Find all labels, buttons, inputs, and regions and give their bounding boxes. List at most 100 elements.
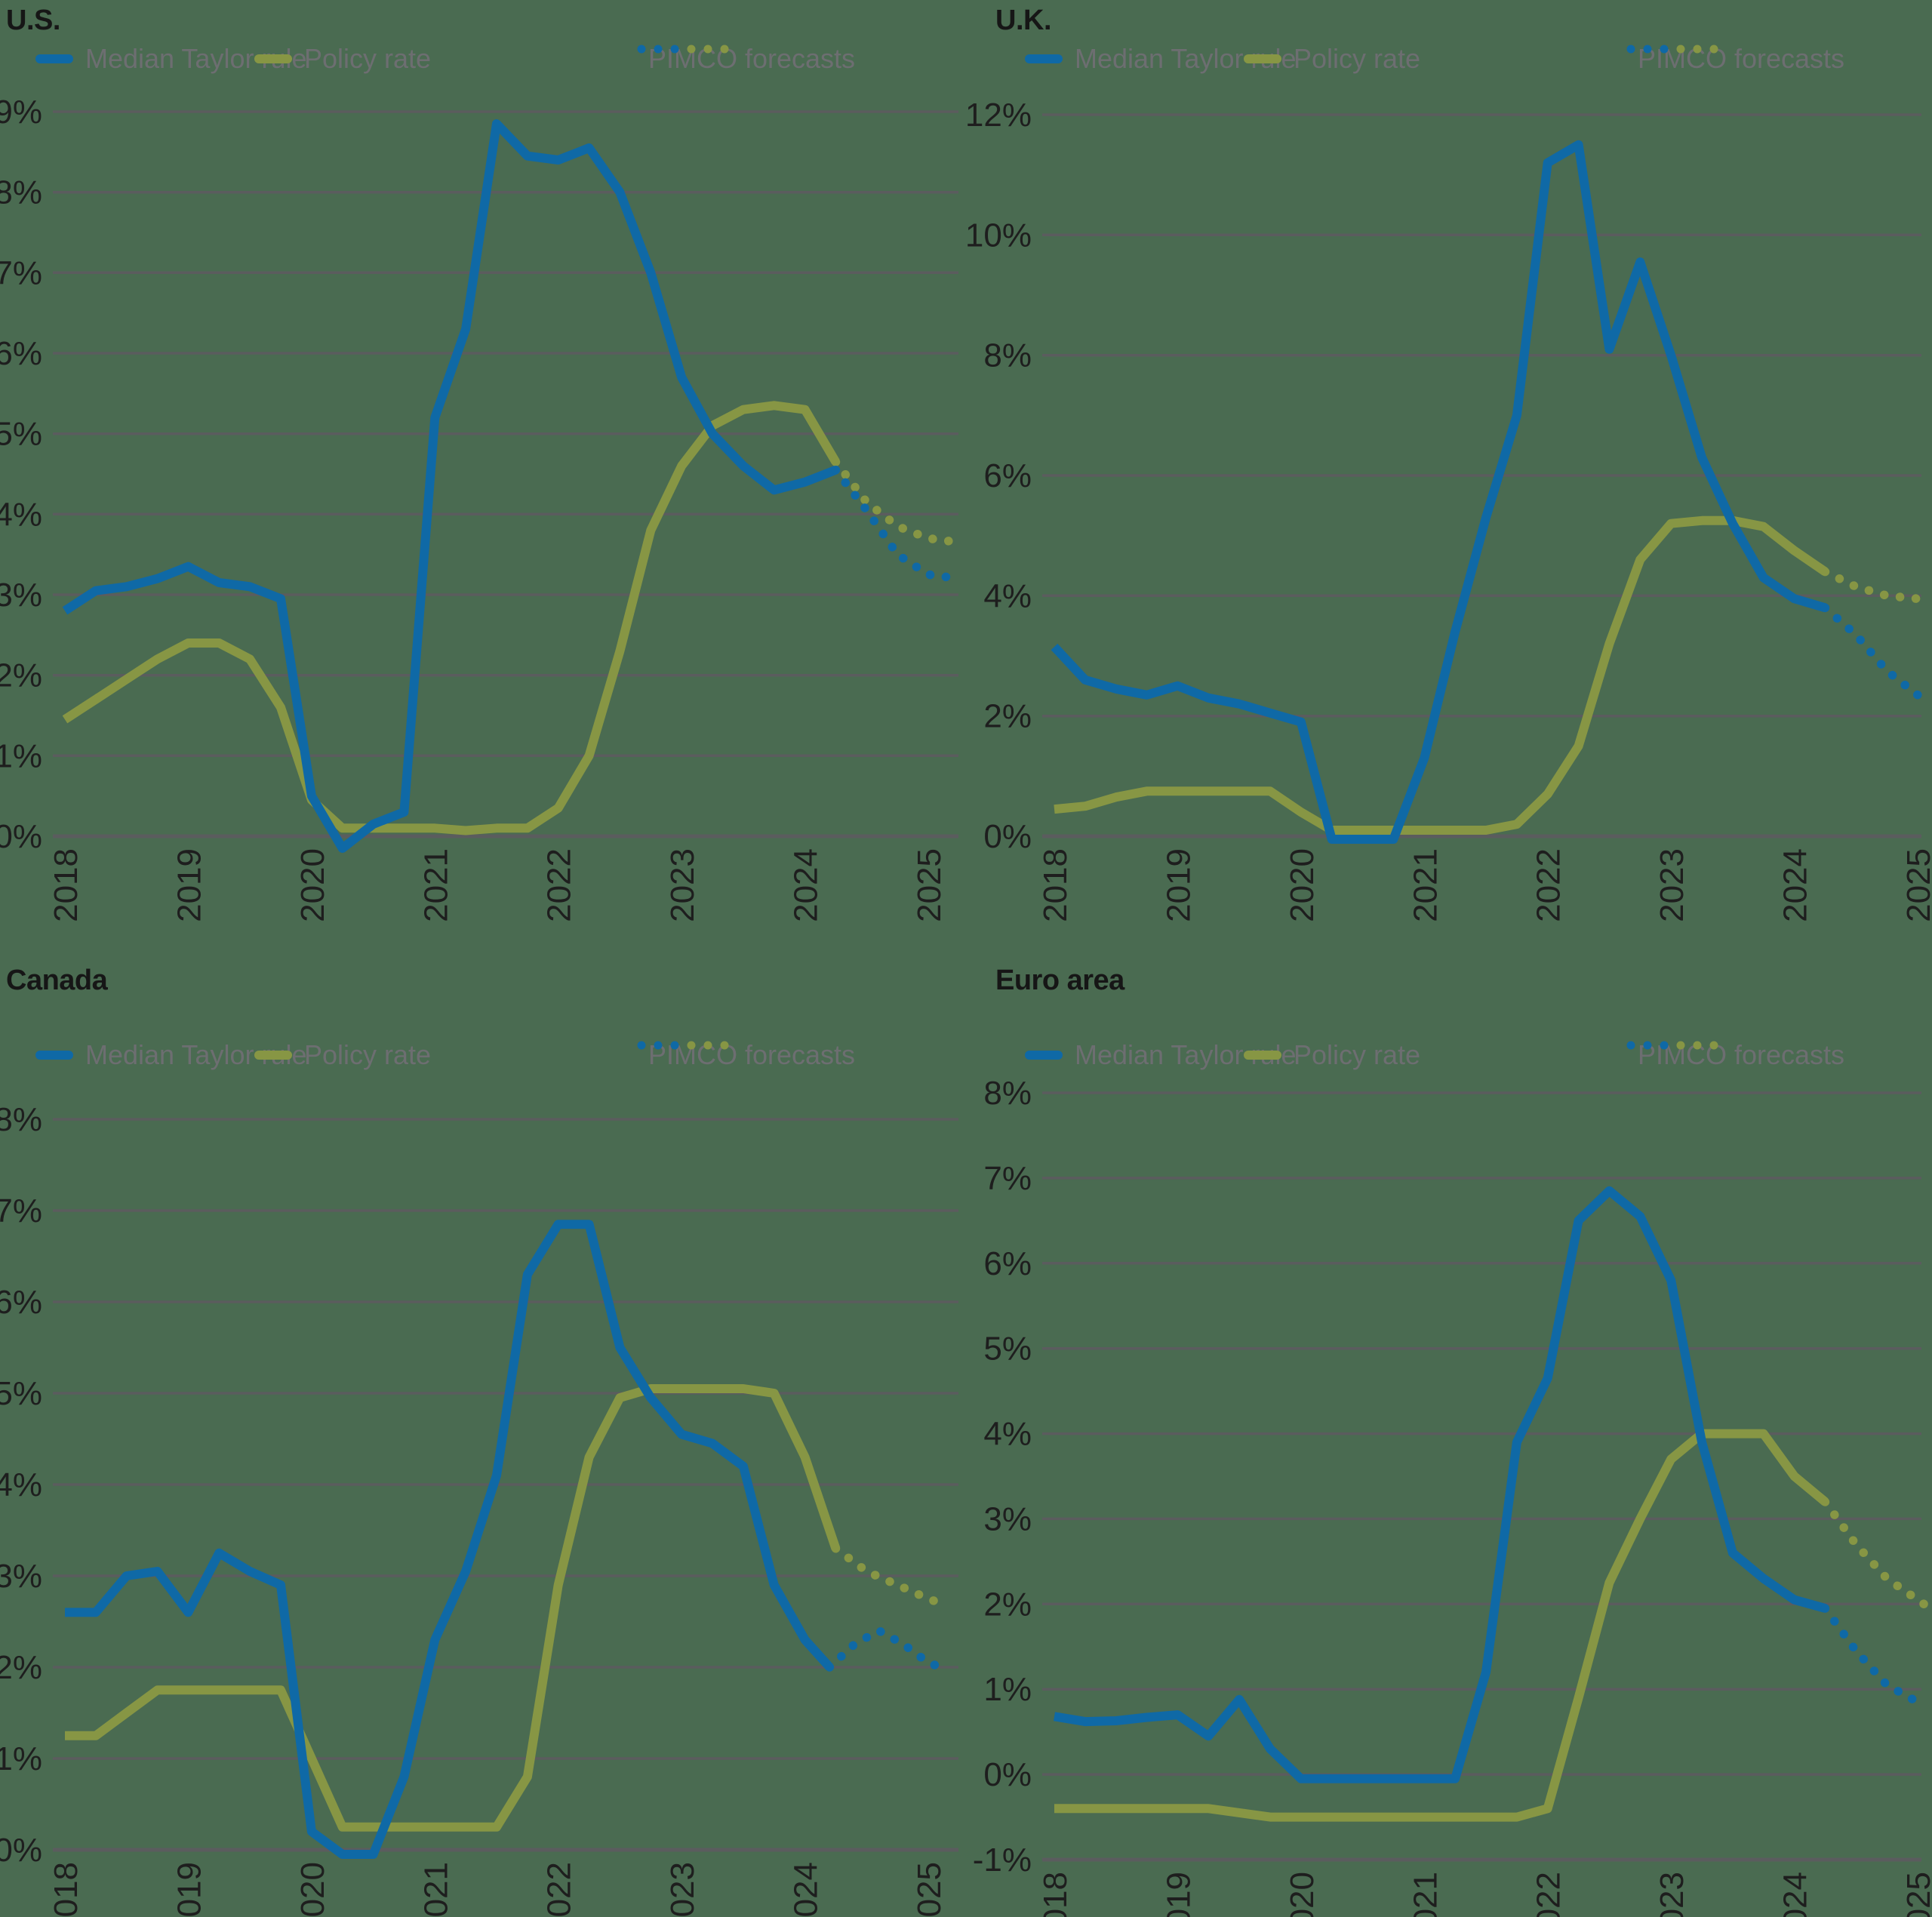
x-axis-label: 2020 xyxy=(1284,848,1321,922)
x-axis-label: 2024 xyxy=(788,1862,825,1917)
forecast-dots-swatch-icon xyxy=(1626,45,1718,54)
legend-item-forecast: PIMCO forecasts xyxy=(636,1039,855,1070)
x-axis-label: 2019 xyxy=(171,1862,208,1917)
y-axis-label: 6% xyxy=(983,1245,1032,1282)
x-axis-label: 2018 xyxy=(1037,1872,1074,1917)
x-axis-label: 2023 xyxy=(1654,1872,1690,1917)
legend-label-policy: Policy rate xyxy=(304,1039,432,1070)
x-axis-label: 2022 xyxy=(1531,1872,1567,1917)
y-axis-label: 1% xyxy=(0,1740,42,1777)
y-axis-label: 2% xyxy=(0,1649,42,1686)
chart-panel-us: 0% 1% 2% 3% 4% 5% 6% 7% 8% 9% 2018 2019 2020 2021 2022… xyxy=(0,0,966,958)
x-axis-label: 2023 xyxy=(664,848,701,922)
y-axis-label: 6% xyxy=(983,457,1032,494)
policy-line-swatch-icon xyxy=(1244,1051,1281,1060)
x-axis-label: 2024 xyxy=(788,848,825,922)
policy-line-swatch-icon xyxy=(1244,54,1281,63)
policy-rate-forecast-dots xyxy=(1820,1497,1928,1609)
taylor-line-swatch-icon xyxy=(1025,1051,1063,1060)
y-axis-label: 10% xyxy=(966,217,1032,254)
y-axis-label: 0% xyxy=(0,1832,42,1869)
x-axis-label: 2019 xyxy=(171,848,208,922)
y-axis-label: 2% xyxy=(983,1586,1032,1623)
taylor-rule-forecast-dots xyxy=(1820,603,1922,700)
forecast-dots-swatch-icon xyxy=(1626,1041,1718,1050)
x-axis-label: 2020 xyxy=(294,848,331,922)
y-axis-label: 2% xyxy=(0,657,42,694)
y-axis-label: 4% xyxy=(983,1416,1032,1453)
x-axis-label: 2018 xyxy=(1037,848,1074,922)
legend-label-policy: Policy rate xyxy=(304,43,432,74)
policy-rate-line xyxy=(1054,1429,1829,1822)
y-axis-label: 0% xyxy=(983,1756,1032,1793)
legend-label-forecast: PIMCO forecasts xyxy=(1638,43,1845,74)
y-axis-label: -1% xyxy=(973,1842,1032,1879)
median-taylor-rule-line xyxy=(62,119,838,853)
x-axis-label: 2019 xyxy=(1160,1872,1197,1917)
x-axis-label: 2018 xyxy=(48,848,85,922)
y-axis-label: 8% xyxy=(983,1075,1032,1112)
uk-chart-plot: 0% 2% 4% 6% 8% 10% 12% 2018 2019 2020 2021 2022 2023… xyxy=(966,97,1932,922)
legend-label-forecast: PIMCO forecasts xyxy=(648,43,856,74)
median-taylor-rule-line xyxy=(1051,140,1827,844)
policy-rate-line xyxy=(1054,515,1828,835)
chart-title-euro-area: Euro area xyxy=(995,965,1124,996)
x-axis-label: 2022 xyxy=(1531,848,1567,922)
y-axis-label: 4% xyxy=(0,496,42,533)
y-axis-label: 7% xyxy=(0,1192,42,1229)
canada-chart-plot: 0% 1% 2% 3% 4% 5% 6% 7% 8% 2018 2019 2020 2021 2022 20… xyxy=(0,1101,958,1917)
median-taylor-rule-line xyxy=(65,1220,833,1859)
policy-rate-forecast-dots xyxy=(831,457,964,547)
taylor-rule-forecast-dots xyxy=(1820,1604,1928,1709)
taylor-line-swatch-icon xyxy=(35,1051,73,1060)
legend-label-policy: Policy rate xyxy=(1294,1039,1421,1070)
y-axis-label: 8% xyxy=(0,174,42,211)
x-axis-label: 2020 xyxy=(294,1862,331,1917)
y-axis-label: 2% xyxy=(983,698,1032,735)
x-axis-label: 2025 xyxy=(1900,1872,1932,1917)
chart-title-us: U.S. xyxy=(6,5,60,36)
y-axis-label: 9% xyxy=(0,94,42,131)
x-axis-label: 2024 xyxy=(1777,1872,1814,1917)
y-axis-label: 7% xyxy=(0,254,42,291)
euro-area-chart-plot: -1% 0% 1% 2% 3% 4% 5% 6% 7% 8% 2018 2019 2020 2021 202… xyxy=(973,1075,1932,1917)
policy-rate-line xyxy=(65,1384,841,1832)
y-axis-label: 0% xyxy=(983,818,1032,855)
y-axis-label: 1% xyxy=(983,1671,1032,1708)
legend-item-forecast: PIMCO forecasts xyxy=(1626,1039,1845,1070)
x-axis-label: 2021 xyxy=(417,1862,454,1917)
y-axis-label: 5% xyxy=(0,1375,42,1412)
y-axis-label: 8% xyxy=(983,337,1032,374)
legend-item-forecast: PIMCO forecasts xyxy=(1626,43,1845,74)
legend-label-policy: Policy rate xyxy=(1294,43,1421,74)
x-axis-label: 2023 xyxy=(664,1862,701,1917)
x-axis-label: 2019 xyxy=(1160,848,1197,922)
policy-rate-forecast-dots xyxy=(1820,567,1922,604)
x-axis-label: 2024 xyxy=(1777,848,1814,922)
x-axis-label: 2021 xyxy=(1407,848,1444,922)
legend-item-policy: Policy rate xyxy=(254,1039,432,1070)
forecast-dots-swatch-icon xyxy=(637,45,729,54)
y-axis-label: 5% xyxy=(983,1331,1032,1368)
taylor-line-swatch-icon xyxy=(35,54,73,63)
policy-line-swatch-icon xyxy=(254,54,292,63)
legend-item-taylor: Median Taylor rule xyxy=(1025,1039,1296,1070)
x-axis-label: 2022 xyxy=(541,848,578,922)
policy-rate-forecast-dots xyxy=(831,1543,946,1608)
x-axis-label: 2021 xyxy=(1407,1872,1444,1917)
us-chart-plot: 0% 1% 2% 3% 4% 5% 6% 7% 8% 9% 2018 2019 2020 2021 2022… xyxy=(0,94,964,922)
chart-panel-canada: 0% 1% 2% 3% 4% 5% 6% 7% 8% 2018 2019 2020 2021 2022 20… xyxy=(0,958,966,1917)
y-axis-label: 6% xyxy=(0,1284,42,1321)
legend-label-forecast: PIMCO forecasts xyxy=(1638,1039,1845,1070)
taylor-rule-forecast-dots xyxy=(825,1626,946,1672)
y-axis-label: 3% xyxy=(0,577,42,614)
y-axis-label: 12% xyxy=(966,97,1032,134)
legend-item-policy: Policy rate xyxy=(1244,43,1421,74)
chart-panel-euro-area: -1% 0% 1% 2% 3% 4% 5% 6% 7% 8% 2018 2019 2020 2021 202… xyxy=(966,958,1932,1917)
x-axis-label: 2022 xyxy=(541,1862,578,1917)
x-axis-label: 2025 xyxy=(911,848,948,922)
x-axis-label: 2021 xyxy=(417,848,454,922)
y-axis-label: 0% xyxy=(0,818,42,855)
legend-item-policy: Policy rate xyxy=(254,43,432,74)
